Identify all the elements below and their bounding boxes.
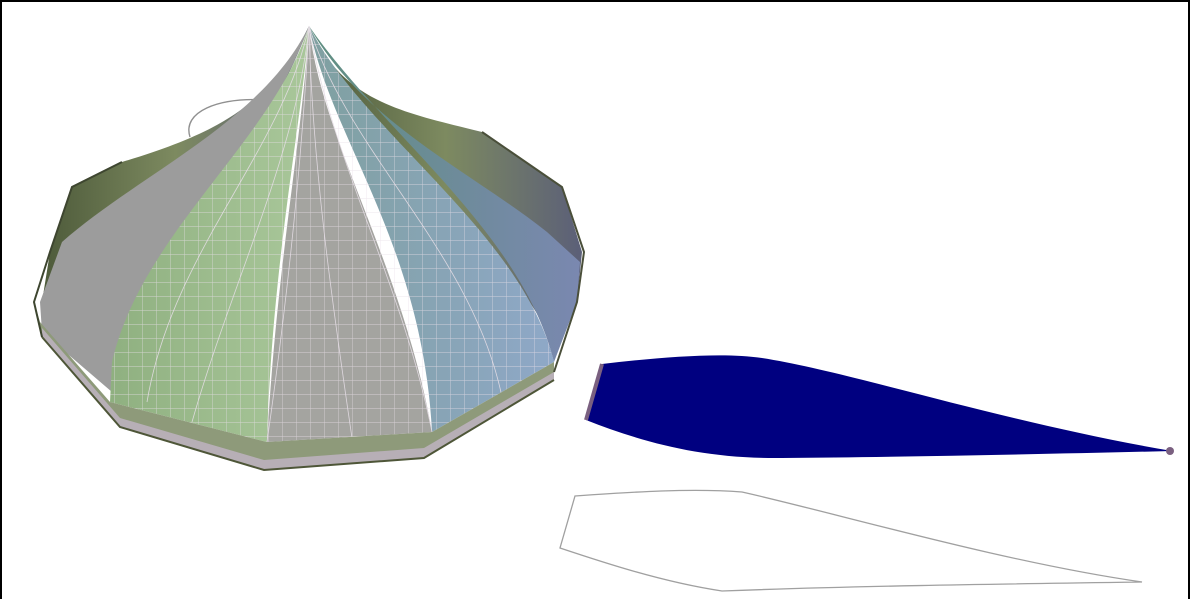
outline-path — [559, 489, 1143, 592]
outline-profile[interactable] — [559, 489, 1143, 592]
dome-base-edge — [41, 336, 555, 472]
profile-end-point — [1166, 447, 1174, 455]
dome-left-edge — [32, 161, 123, 338]
dome-meridians — [146, 25, 503, 443]
dome-far-right-band — [309, 26, 580, 362]
dome-base-rim-lower — [42, 328, 554, 470]
dome-base-rim — [34, 302, 554, 470]
dome-mesh — [110, 26, 554, 442]
dome-right-edge — [481, 131, 586, 373]
dome-guide-curve — [188, 98, 268, 138]
octagonal-dome[interactable] — [32, 25, 586, 472]
filled-profile[interactable] — [584, 355, 1174, 459]
dome-gray-band — [40, 26, 309, 392]
profile-left-edge — [584, 363, 604, 421]
profile-fill — [586, 355, 1172, 459]
